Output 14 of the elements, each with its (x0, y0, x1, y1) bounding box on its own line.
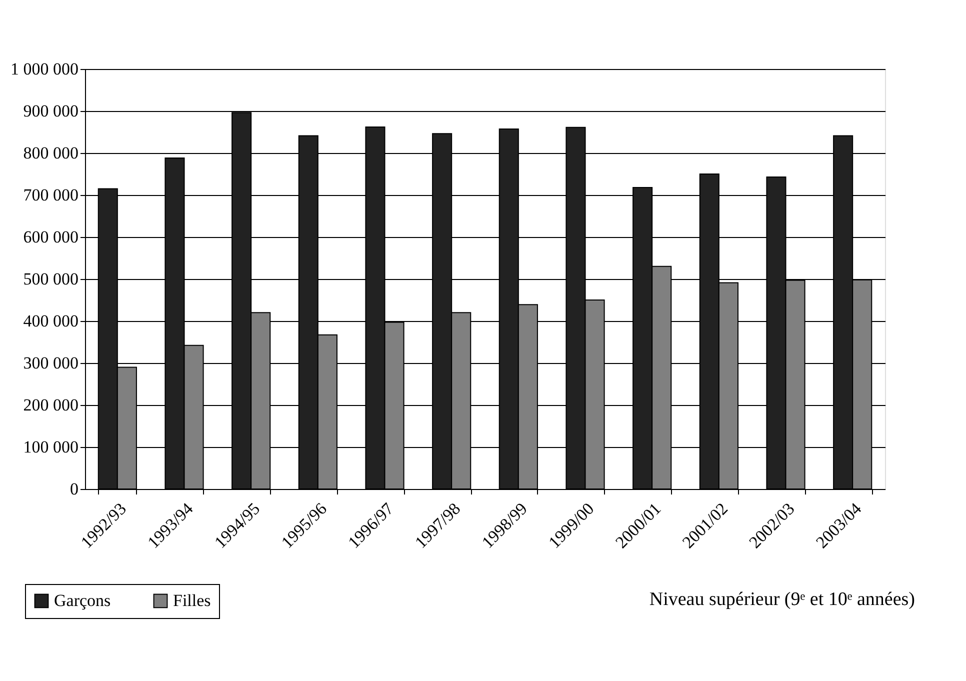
y-tick-label: 500 000 (23, 270, 78, 288)
y-tick-label: 600 000 (23, 228, 78, 246)
y-tick-label: 300 000 (23, 354, 78, 372)
y-tick-label: 800 000 (23, 144, 78, 162)
y-tick-label: 700 000 (23, 186, 78, 204)
legend-label: Filles (173, 590, 211, 610)
y-tick-label: 400 000 (23, 312, 78, 330)
y-tick-label: 0 (70, 480, 78, 498)
y-tick-label: 1 000 000 (10, 60, 78, 78)
text: Niveau supérieur (9ᵉ et 10ᵉ années) (649, 589, 915, 610)
y-tick-label: 100 000 (23, 438, 78, 456)
y-tick-label: 900 000 (23, 102, 78, 120)
legend-label: Garçons (54, 590, 111, 610)
y-tick-label: 200 000 (23, 396, 78, 414)
